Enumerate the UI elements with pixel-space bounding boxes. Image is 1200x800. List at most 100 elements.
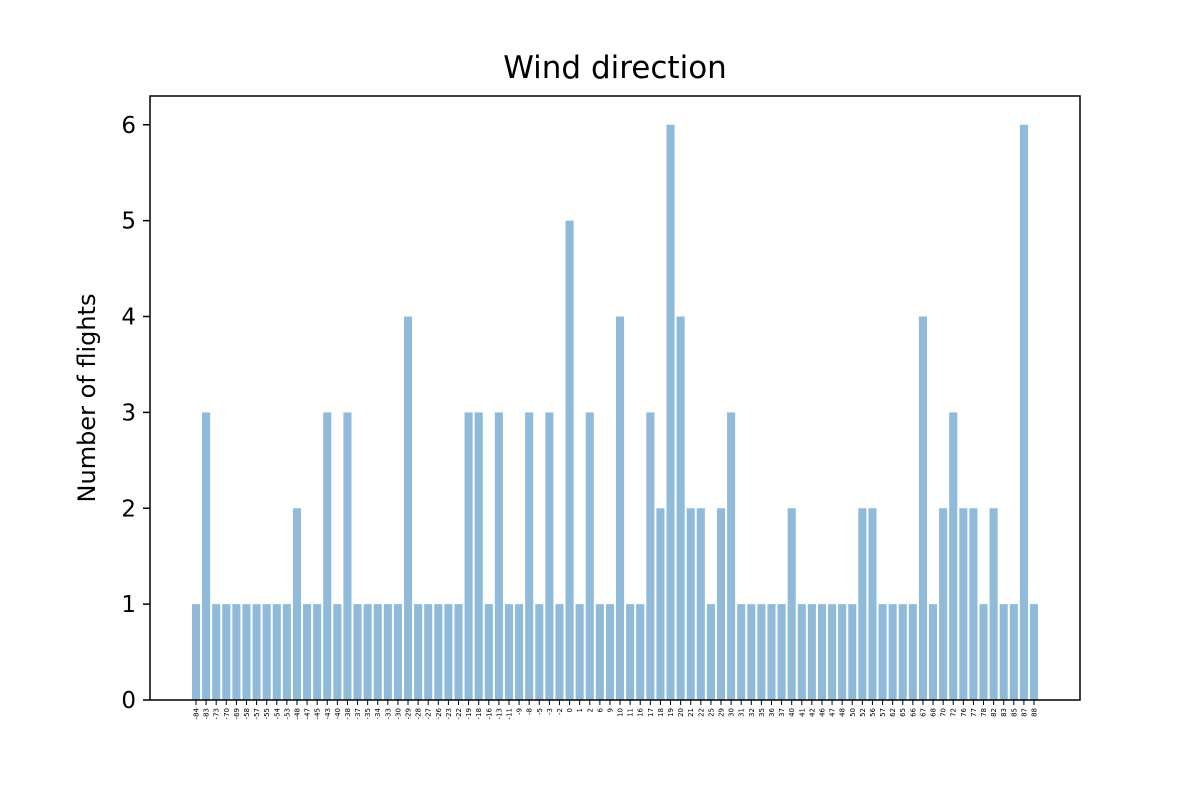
x-tick-label: 21: [687, 708, 695, 717]
x-tick-label: -47: [304, 708, 312, 719]
bar-25: [706, 604, 715, 700]
bar--28: [414, 604, 423, 700]
x-tick-label: -2: [556, 708, 564, 715]
bar-78: [979, 604, 988, 700]
chart-title: Wind direction: [503, 50, 727, 86]
bar-41: [797, 604, 806, 700]
x-tick-label: -40: [334, 708, 342, 719]
bar--22: [454, 604, 463, 700]
bar--18: [474, 412, 483, 700]
x-tick-label: -13: [495, 708, 503, 719]
x-tick-label: 20: [677, 708, 685, 717]
x-tick-label: -83: [203, 708, 211, 719]
x-tick-label: 65: [899, 708, 907, 717]
x-tick-label: 25: [707, 708, 715, 717]
x-tick-label: -38: [344, 708, 352, 719]
x-ticks-group: -84 -83 -73 -70 -69 -58 -57 -55 -54 -53 -48 -47 -45-…: [193, 700, 1039, 719]
bar--47: [303, 604, 312, 700]
bar--5: [535, 604, 544, 700]
y-axis-label: Number of flights: [73, 294, 101, 503]
bar-82: [989, 508, 998, 700]
x-tick-label: 52: [859, 708, 867, 717]
bar--70: [222, 604, 231, 700]
bar-36: [767, 604, 776, 700]
bar-48: [838, 604, 847, 700]
x-tick-label: -45: [314, 708, 322, 719]
x-tick-label: 46: [818, 707, 826, 716]
bars-group: [191, 124, 1039, 700]
x-tick-label: 17: [647, 708, 655, 717]
x-tick-label: 37: [778, 708, 786, 717]
x-tick-label: 31: [738, 708, 746, 717]
x-tick-label: 88: [1031, 708, 1039, 717]
bar-20: [676, 316, 685, 700]
bar-83: [999, 604, 1008, 700]
x-tick-label: 78: [980, 708, 988, 717]
x-tick-label: 82: [990, 708, 998, 717]
bar-70: [939, 508, 948, 700]
bar-37: [777, 604, 786, 700]
x-tick-label: 35: [758, 708, 766, 717]
bar--19: [464, 412, 473, 700]
bar--45: [313, 604, 322, 700]
x-tick-label: 40: [788, 708, 796, 717]
x-tick-label: 50: [849, 708, 857, 717]
bar-9: [605, 604, 614, 700]
x-tick-label: -33: [384, 708, 392, 719]
bar-46: [817, 604, 827, 700]
x-tick-label: -18: [475, 708, 483, 719]
x-tick-label: -37: [354, 708, 362, 719]
x-tick-label: -48: [293, 708, 301, 719]
x-tick-label: -11: [505, 708, 513, 719]
bar-42: [807, 604, 816, 700]
bar-50: [848, 604, 857, 700]
bar--29: [403, 316, 413, 700]
x-tick-label: -43: [324, 708, 332, 719]
bar--73: [212, 604, 221, 700]
y-tick-label: 4: [121, 305, 136, 331]
y-tick-label: 3: [121, 400, 136, 426]
bar-77: [969, 508, 978, 700]
y-tick-label: 0: [121, 688, 136, 714]
x-tick-label: 70: [940, 708, 948, 717]
bar--83: [202, 412, 211, 700]
bar--34: [373, 604, 382, 700]
x-tick-label: 9: [606, 708, 614, 712]
bar-87: [1019, 124, 1028, 700]
bar-19: [666, 124, 675, 700]
x-tick-label: -70: [223, 708, 231, 719]
x-tick-label: -30: [394, 708, 402, 719]
x-tick-label: -3: [546, 708, 554, 715]
x-tick-label: -9: [516, 708, 524, 715]
bar--48: [292, 508, 302, 700]
x-tick-label: -69: [233, 708, 241, 719]
bar-22: [696, 508, 705, 700]
bar-11: [626, 604, 635, 700]
bar--55: [262, 604, 271, 700]
bar-85: [1009, 604, 1018, 700]
x-tick-label: 36: [768, 707, 776, 716]
x-tick-label: 16: [637, 707, 645, 716]
x-tick-label: 30: [728, 708, 736, 717]
bar-6: [595, 604, 604, 700]
x-tick-label: 77: [970, 708, 978, 717]
bar-52: [858, 508, 867, 700]
x-tick-label: 19: [667, 708, 675, 717]
x-tick-label: -54: [273, 707, 281, 719]
bar-17: [646, 412, 655, 700]
x-tick-label: -8: [526, 708, 534, 715]
x-tick-label: 47: [829, 708, 837, 717]
x-tick-label: 76: [960, 707, 968, 716]
x-tick-label: 42: [808, 708, 816, 717]
bar-62: [888, 604, 897, 700]
bar-18: [656, 508, 665, 700]
y-tick-label: 6: [121, 113, 136, 139]
x-tick-label: -16: [485, 707, 493, 719]
x-tick-label: 22: [697, 708, 705, 717]
bar--35: [363, 604, 372, 700]
bar--33: [383, 604, 392, 700]
x-tick-label: 62: [889, 708, 897, 717]
bar-1: [575, 604, 584, 700]
x-tick-label: 56: [869, 707, 877, 716]
